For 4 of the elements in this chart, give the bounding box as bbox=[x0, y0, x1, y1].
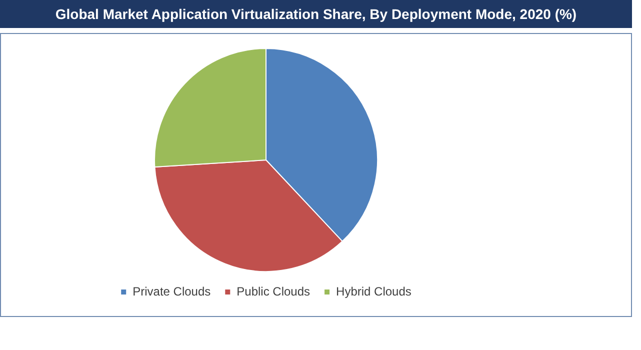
legend-label: Hybrid Clouds bbox=[336, 284, 412, 298]
chart-title: Global Market Application Virtualization Share, By Deployment Mode, 2020 (%) bbox=[0, 0, 632, 28]
legend-label: Private Clouds bbox=[132, 284, 211, 298]
legend-label: Public Clouds bbox=[236, 284, 310, 298]
